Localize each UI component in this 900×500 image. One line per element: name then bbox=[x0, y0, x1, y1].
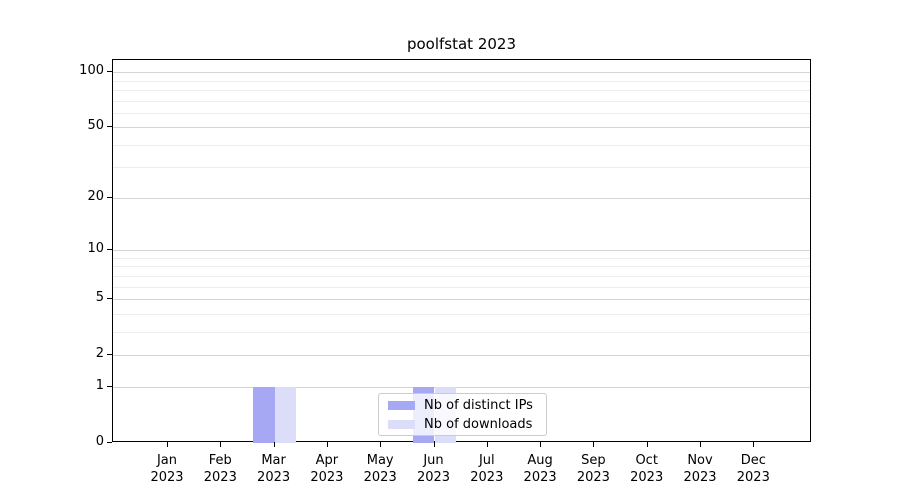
x-tick-mark-oct bbox=[646, 442, 648, 447]
y-tick-label-0: 0 bbox=[95, 434, 104, 449]
x-tick-year: 2023 bbox=[203, 470, 237, 485]
y-tick-label-2: 2 bbox=[95, 345, 104, 361]
x-tick-mark-feb bbox=[220, 442, 222, 447]
x-tick-mark-jul bbox=[486, 442, 488, 447]
plot-area bbox=[112, 59, 811, 443]
y-tick-mark-100 bbox=[107, 71, 112, 73]
x-tick-label-oct: Oct 2023 bbox=[617, 452, 677, 486]
x-tick-month: Jul bbox=[478, 453, 495, 468]
y-tick-mark-20 bbox=[107, 197, 112, 199]
gridline-major-y-5 bbox=[113, 299, 810, 301]
x-tick-year: 2023 bbox=[416, 470, 451, 485]
x-tick-label-dec: Dec 2023 bbox=[723, 452, 783, 486]
x-tick-label-jun: Jun 2023 bbox=[404, 452, 464, 486]
x-tick-year: 2023 bbox=[683, 470, 717, 485]
y-tick-label-10: 10 bbox=[87, 241, 104, 257]
x-tick-label-feb: Feb 2023 bbox=[190, 452, 250, 486]
x-tick-label-jan: Jan 2023 bbox=[137, 452, 197, 486]
x-tick-month: May bbox=[366, 453, 394, 468]
gridline-major-y-20 bbox=[113, 198, 810, 200]
x-tick-mark-jun bbox=[433, 442, 435, 447]
y-tick-mark-50 bbox=[107, 126, 112, 128]
x-tick-month: Dec bbox=[740, 453, 766, 468]
x-tick-label-may: May 2023 bbox=[350, 452, 410, 486]
bar-downloads-mar bbox=[274, 387, 296, 443]
gridline-minor-y-60 bbox=[113, 112, 810, 114]
legend-label-distinct-ips: Nb of distinct IPs bbox=[424, 397, 533, 413]
x-tick-mark-sep bbox=[593, 442, 595, 447]
gridline-major-y-1 bbox=[113, 387, 810, 389]
x-tick-label-mar: Mar 2023 bbox=[244, 452, 304, 486]
gridline-minor-y-80 bbox=[113, 89, 810, 91]
x-tick-year: 2023 bbox=[363, 470, 397, 485]
x-tick-mark-may bbox=[380, 442, 382, 447]
gridline-minor-y-7 bbox=[113, 275, 810, 277]
gridline-major-y-10 bbox=[113, 250, 810, 252]
x-tick-label-apr: Apr 2023 bbox=[297, 452, 357, 486]
x-tick-year: 2023 bbox=[736, 470, 770, 485]
x-tick-year: 2023 bbox=[150, 470, 184, 485]
x-tick-month: Nov bbox=[687, 453, 713, 468]
x-tick-month: Sep bbox=[581, 453, 606, 468]
y-tick-label-1: 1 bbox=[95, 378, 104, 394]
y-tick-mark-0 bbox=[107, 442, 112, 443]
x-tick-month: Oct bbox=[635, 453, 658, 468]
y-tick-label-50: 50 bbox=[87, 118, 104, 134]
gridline-major-y-50 bbox=[113, 127, 810, 129]
legend-item-distinct-ips: Nb of distinct IPs bbox=[388, 398, 537, 413]
x-tick-year: 2023 bbox=[470, 470, 504, 485]
legend-label-downloads: Nb of downloads bbox=[424, 416, 533, 432]
x-tick-month: Aug bbox=[527, 453, 553, 468]
legend-item-downloads: Nb of downloads bbox=[388, 417, 537, 432]
x-tick-label-jul: Jul 2023 bbox=[457, 452, 517, 486]
y-tick-mark-5 bbox=[107, 298, 112, 300]
legend-swatch-downloads bbox=[388, 419, 415, 429]
gridline-minor-y-40 bbox=[113, 144, 810, 146]
x-tick-month: Jan bbox=[156, 453, 178, 468]
y-tick-label-100: 100 bbox=[79, 63, 104, 79]
x-tick-mark-aug bbox=[540, 442, 542, 447]
x-tick-mark-nov bbox=[700, 442, 701, 447]
gridline-minor-y-6 bbox=[113, 286, 810, 288]
gridline-minor-y-70 bbox=[113, 100, 810, 102]
y-tick-mark-1 bbox=[107, 386, 112, 388]
x-tick-label-nov: Nov 2023 bbox=[670, 452, 730, 486]
y-tick-label-5: 5 bbox=[95, 290, 104, 306]
x-tick-mark-mar bbox=[273, 442, 275, 447]
x-tick-month: Apr bbox=[315, 453, 339, 468]
y-tick-mark-10 bbox=[107, 249, 112, 251]
gridline-minor-y-8 bbox=[113, 266, 810, 268]
x-tick-month: Feb bbox=[208, 453, 232, 468]
x-tick-month: Mar bbox=[261, 453, 286, 468]
x-tick-year: 2023 bbox=[257, 470, 291, 485]
x-tick-mark-apr bbox=[326, 442, 328, 447]
x-tick-mark-jan bbox=[167, 442, 168, 447]
gridline-major-y-100 bbox=[113, 72, 810, 74]
gridline-minor-y-4 bbox=[113, 313, 810, 315]
legend-swatch-distinct-ips bbox=[388, 400, 415, 410]
x-tick-year: 2023 bbox=[630, 470, 664, 485]
gridline-major-y-2 bbox=[113, 354, 810, 356]
x-tick-year: 2023 bbox=[576, 470, 610, 485]
gridline-minor-y-30 bbox=[113, 167, 810, 169]
x-tick-mark-dec bbox=[753, 442, 755, 447]
y-tick-mark-2 bbox=[107, 353, 112, 355]
gridline-minor-y-9 bbox=[113, 258, 810, 259]
x-tick-month: Jun bbox=[423, 453, 444, 468]
x-tick-label-aug: Aug 2023 bbox=[510, 452, 570, 486]
x-tick-year: 2023 bbox=[310, 470, 344, 485]
legend: Nb of distinct IPs Nb of downloads bbox=[378, 393, 547, 436]
bar-distinct-ips-mar bbox=[253, 387, 275, 443]
x-tick-year: 2023 bbox=[523, 470, 557, 485]
chart-title: poolfstat 2023 bbox=[406, 35, 517, 53]
x-tick-label-sep: Sep 2023 bbox=[563, 452, 623, 486]
gridline-minor-y-3 bbox=[113, 331, 810, 333]
gridline-minor-y-90 bbox=[113, 80, 810, 82]
y-tick-label-20: 20 bbox=[87, 189, 104, 205]
